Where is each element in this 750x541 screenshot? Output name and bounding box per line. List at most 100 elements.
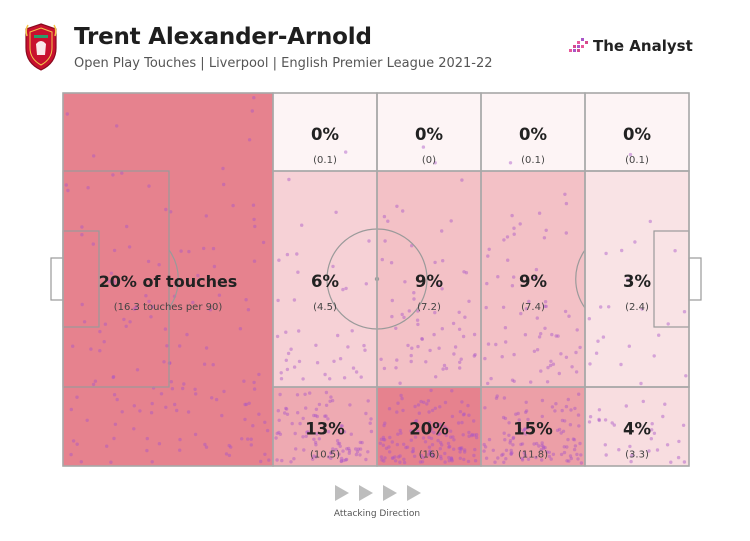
- zone-left-large: [63, 93, 273, 466]
- touch-dot: [540, 414, 544, 419]
- touch-dot: [443, 425, 447, 429]
- touch-dot: [380, 257, 384, 262]
- touch-dot: [112, 436, 116, 441]
- touch-dot: [673, 249, 677, 253]
- touch-dot: [412, 297, 416, 301]
- touch-dot: [164, 207, 168, 212]
- touch-dot: [556, 334, 560, 338]
- touch-dot: [277, 258, 281, 262]
- touch-dot: [506, 258, 510, 262]
- zone-c1-mid: [273, 171, 377, 387]
- touch-dot: [413, 435, 418, 439]
- touch-dot: [417, 411, 421, 415]
- touch-dot: [563, 192, 567, 196]
- zone-detail-label: (0.1): [521, 155, 545, 166]
- touch-dot: [323, 372, 327, 377]
- touch-dot: [416, 322, 420, 327]
- touch-dot: [484, 305, 488, 310]
- touch-dot: [390, 314, 394, 319]
- touch-dot: [411, 447, 415, 451]
- touch-dot: [524, 307, 529, 311]
- touch-dot: [463, 448, 467, 452]
- touch-dot: [217, 293, 222, 297]
- touch-dot: [267, 458, 271, 462]
- touch-dot: [443, 451, 447, 456]
- touch-dot: [112, 248, 117, 253]
- touch-dot: [275, 431, 279, 436]
- touch-dot: [191, 300, 195, 305]
- touch-dot: [461, 433, 465, 437]
- zone-pct-label: 15%: [513, 420, 553, 439]
- touch-dot: [359, 375, 363, 379]
- brand-name: The Analyst: [593, 37, 693, 55]
- touch-dot: [539, 448, 543, 452]
- zone-pct-label: 4%: [623, 420, 651, 439]
- touch-dot: [463, 315, 467, 319]
- touch-dot: [400, 312, 404, 317]
- touch-dot: [482, 449, 486, 453]
- touch-dot: [413, 404, 417, 409]
- touch-dot: [473, 447, 477, 452]
- touch-dot: [619, 362, 623, 367]
- touch-dot: [553, 409, 557, 413]
- touch-dot: [574, 350, 578, 355]
- touch-dot: [115, 397, 119, 402]
- touch-dot: [65, 112, 70, 116]
- touch-dot: [512, 352, 516, 357]
- touch-dot: [533, 275, 537, 280]
- touch-dot: [317, 437, 321, 441]
- touch-dot: [111, 375, 115, 380]
- touch-dot: [382, 423, 386, 428]
- touch-dot: [82, 320, 87, 324]
- touch-dot: [120, 171, 124, 175]
- touch-dot: [416, 309, 420, 313]
- left-penalty-arc: [168, 249, 179, 309]
- touch-dot: [559, 431, 563, 435]
- touch-dot: [551, 362, 556, 366]
- touch-dot: [250, 109, 254, 113]
- touch-dot: [486, 381, 490, 386]
- touch-dot: [342, 430, 347, 434]
- touch-dot: [379, 437, 384, 441]
- touch-dot: [430, 408, 435, 413]
- touch-dot: [562, 445, 566, 449]
- touch-dot: [428, 451, 432, 455]
- touch-dot: [162, 360, 166, 364]
- touch-dot: [348, 403, 352, 407]
- touch-dot: [588, 415, 593, 419]
- touch-dot: [510, 451, 514, 455]
- touch-dot: [150, 401, 154, 406]
- touch-dot: [432, 430, 436, 435]
- touch-dot: [433, 310, 437, 315]
- touch-dot: [292, 298, 297, 302]
- touch-dot: [427, 445, 432, 449]
- touch-dot: [517, 418, 521, 422]
- touch-dot: [429, 427, 434, 431]
- touch-dot: [339, 459, 343, 464]
- touch-dot: [429, 388, 433, 393]
- touch-dot: [285, 412, 290, 416]
- touch-dot: [356, 447, 361, 451]
- touch-dot: [537, 335, 542, 339]
- touch-dot: [512, 275, 516, 279]
- touch-dot: [324, 403, 329, 407]
- zone-detail-label: (2.4): [625, 302, 649, 313]
- touch-dot: [460, 178, 464, 182]
- touch-dot: [312, 437, 316, 441]
- touch-dot: [421, 145, 426, 149]
- touch-dot: [555, 428, 560, 433]
- touch-dot: [483, 406, 487, 410]
- touch-dot: [390, 456, 395, 460]
- touch-dot: [252, 387, 257, 391]
- touch-dot: [328, 377, 332, 381]
- touch-dot: [401, 408, 405, 413]
- touch-dot: [286, 351, 291, 356]
- touch-dot: [597, 417, 601, 422]
- zone-c1-bot: [273, 387, 377, 466]
- touch-dot: [460, 400, 464, 404]
- touch-dot: [573, 444, 578, 448]
- touch-dot: [524, 410, 528, 414]
- touch-dot: [648, 219, 652, 224]
- touch-dot: [549, 359, 553, 363]
- zone-c4-top: [585, 93, 689, 171]
